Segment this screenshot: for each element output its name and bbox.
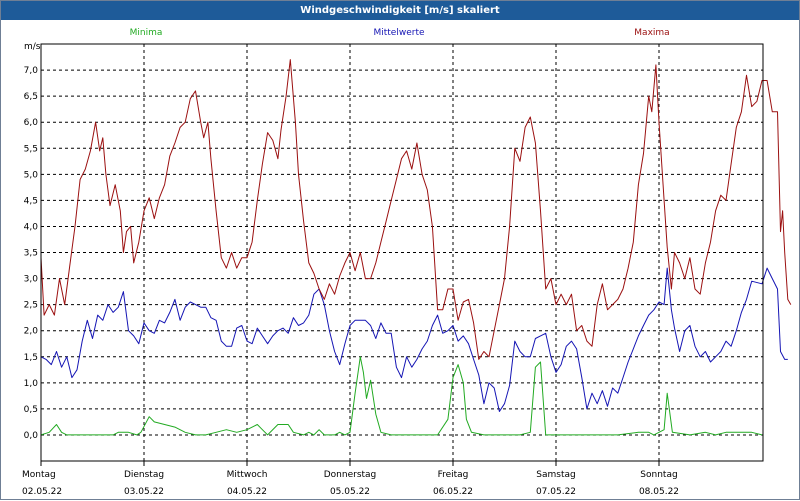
y-tick-label: 2,5: [24, 301, 38, 311]
x-tick-day: Samstag: [536, 470, 575, 480]
y-tick-label: 4,0: [24, 222, 39, 232]
y-tick-label: 2,0: [24, 327, 39, 337]
legend-maxima: Maxima: [634, 28, 669, 38]
series-lines: [40, 59, 792, 436]
y-tick-label: 5,0: [24, 170, 39, 180]
x-tick-day: Freitag: [438, 470, 469, 480]
y-tick-label: 5,5: [24, 144, 38, 154]
y-tick-label: 0,5: [24, 405, 38, 415]
y-tick-label: 1,0: [24, 379, 39, 389]
y-tick-label: 4,5: [24, 196, 38, 206]
y-tick-label: 6,5: [24, 92, 38, 102]
legend-minima: Minima: [130, 28, 163, 38]
x-tick-date: 06.05.22: [433, 487, 473, 497]
y-axis-label: m/s: [24, 42, 41, 52]
x-tick-day: Sonntag: [640, 470, 677, 480]
x-tick-day: Montag: [22, 470, 56, 480]
x-tick-day: Dienstag: [124, 470, 164, 480]
series-maxima-line: [40, 59, 792, 360]
y-axis: 0,0 0,5 1,0 1,5 2,0 2,5 3,0 3,5 4,0 4,5 5,0 5,5 6,0 6…: [24, 66, 39, 441]
x-tick-date: 07.05.22: [536, 487, 576, 497]
y-tick-label: 1,5: [24, 353, 38, 363]
grid: [41, 44, 763, 461]
y-tick-label: 0,0: [24, 431, 39, 441]
y-tick-label: 3,0: [24, 275, 39, 285]
legend-mittelwerte: Mittelwerte: [373, 28, 424, 38]
x-tick-day: Donnerstag: [324, 470, 377, 480]
series-mittelwerte-line: [40, 267, 788, 412]
y-tick-label: 7,0: [24, 66, 39, 76]
series-minima-line: [40, 356, 763, 436]
x-tick-date: 04.05.22: [227, 487, 267, 497]
x-tick-date: 02.05.22: [22, 487, 62, 497]
x-tick-day: Mittwoch: [227, 470, 268, 480]
plot-area: [40, 43, 764, 462]
x-tick-date: 08.05.22: [639, 487, 679, 497]
x-tick-date: 05.05.22: [330, 487, 370, 497]
x-tick-date: 03.05.22: [124, 487, 164, 497]
y-tick-label: 3,5: [24, 249, 38, 259]
x-axis: Montag 02.05.22 Dienstag 03.05.22 Mittwoch 04…: [22, 461, 679, 497]
chart-title: Windgeschwindigkeit [m/s] skaliert: [1, 1, 799, 20]
y-tick-label: 6,0: [24, 118, 39, 128]
